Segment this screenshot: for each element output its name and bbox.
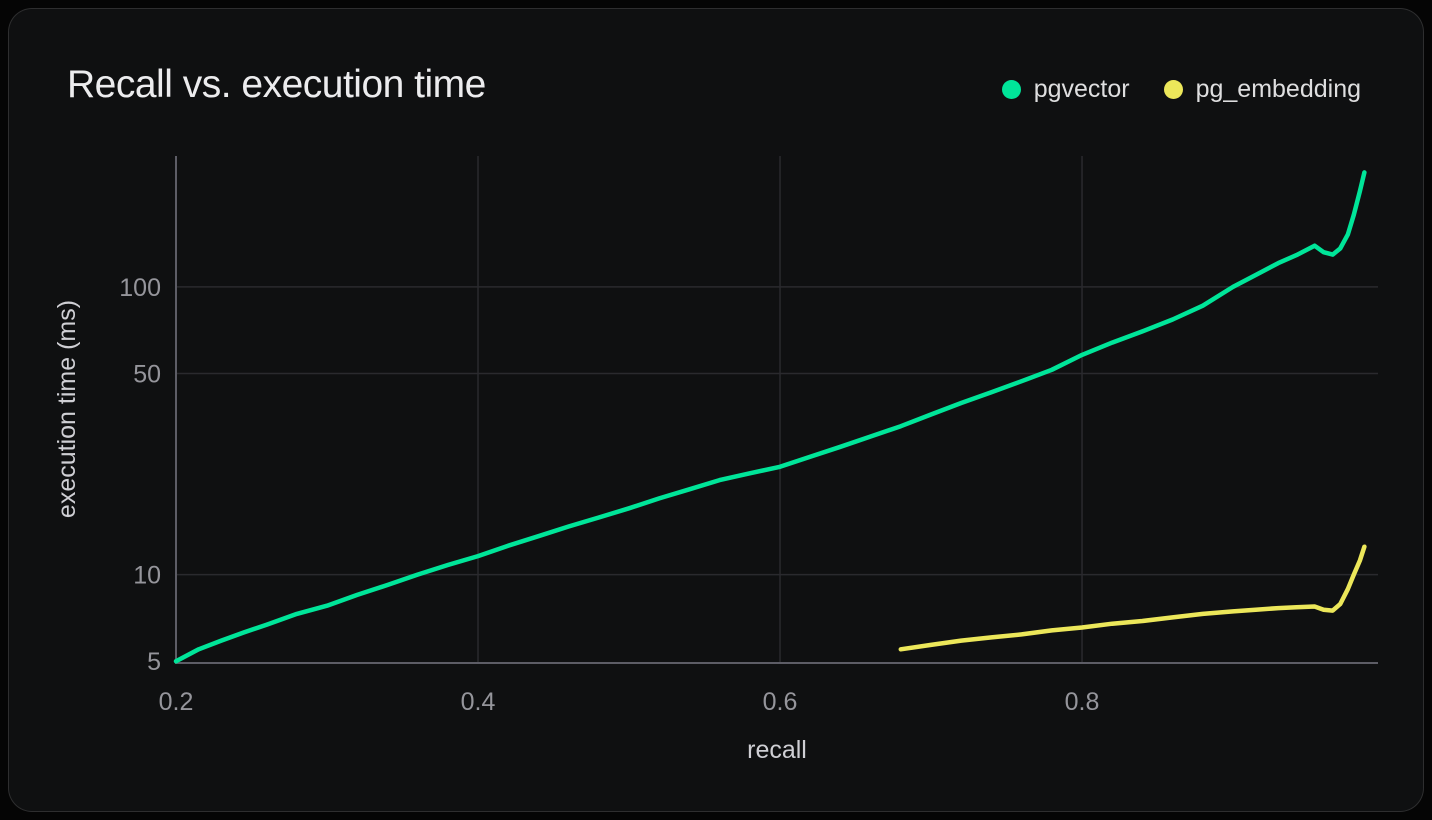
pg-embedding-swatch-icon	[1163, 80, 1183, 99]
chart-title: Recall vs. execution time	[67, 63, 486, 106]
legend-item-pgvector[interactable]: pgvector	[1001, 75, 1130, 104]
y-tick-label: 50	[133, 360, 161, 388]
x-tick-label: 0.6	[763, 688, 798, 716]
legend: pgvector pg_embedding	[1001, 75, 1361, 104]
y-tick-label: 5	[147, 648, 161, 676]
legend-label-pg-embedding: pg_embedding	[1195, 75, 1361, 103]
y-tick-label: 10	[133, 562, 161, 590]
chart-card: Recall vs. execution time pgvector pg_em…	[8, 8, 1424, 812]
x-axis-title: recall	[747, 736, 807, 764]
y-axis-title: execution time (ms)	[53, 300, 81, 518]
legend-label-pgvector: pgvector	[1033, 75, 1130, 103]
pgvector-swatch-icon	[1001, 80, 1021, 99]
plot-area: 0.2 0.4 0.6 0.8 5 10 50 100 execution time (ms) r…	[53, 156, 1378, 764]
pgvector-line[interactable]	[173, 170, 1367, 664]
x-tick-label: 0.2	[159, 688, 194, 716]
y-tick-label: 100	[119, 274, 161, 302]
pg_embedding-line[interactable]	[898, 544, 1367, 652]
x-tick-label: 0.4	[461, 688, 496, 716]
legend-item-pg-embedding[interactable]: pg_embedding	[1163, 75, 1361, 104]
x-tick-label: 0.8	[1065, 688, 1100, 716]
